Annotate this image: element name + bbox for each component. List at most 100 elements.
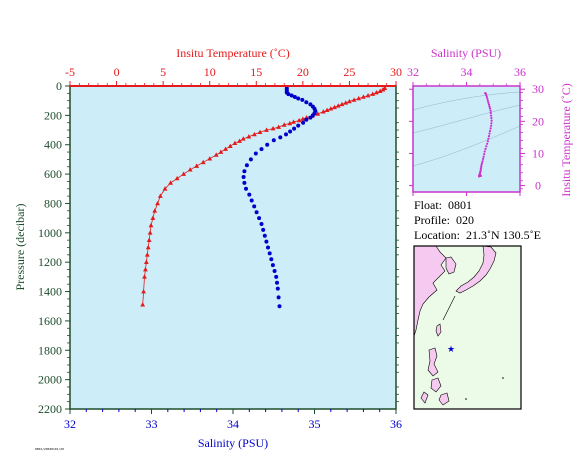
salinity-tick-label: 36 [390,417,402,431]
temperature-tick-label: 25 [343,65,355,79]
map-land-china [413,245,447,337]
location-map: ★ [413,245,522,410]
ts-point [483,150,486,153]
salinity-axis-title: Salinity (PSU) [198,436,268,450]
float-value: 0801 [448,198,473,212]
ts-diagram-background [413,86,520,192]
ts-salinity-tick-label: 32 [407,65,419,79]
salinity-point [288,129,293,134]
temperature-point [296,117,302,123]
ts-point [487,135,491,138]
salinity-tick-label: 35 [309,417,321,431]
salinity-point [242,169,247,174]
temperature-tick-label: 30 [390,65,402,79]
pressure-tick-label: 2000 [38,373,62,387]
map-island-dot [502,377,504,379]
temperature-point [335,103,341,108]
density-contour-line [412,125,521,167]
ts-point [487,101,490,104]
ts-salinity-tick-label: 36 [514,65,526,79]
temperature-point [143,266,148,272]
temperature-tick-label: 5 [160,65,166,79]
ts-salinity-tick-label: 34 [461,65,473,79]
density-contour-line [412,91,521,111]
profile-plot: 0200400600800100012001400160018002000220… [13,46,402,450]
ts-point [482,157,485,160]
pressure-tick-label: 200 [44,108,62,122]
temperature-point [339,101,345,107]
ts-point [488,105,491,108]
temperature-point [141,288,146,294]
profile-label: Profile: [414,213,450,227]
temperature-point [347,98,352,104]
temperature-point [207,156,213,161]
temperature-point [240,136,246,141]
pressure-tick-label: 0 [56,79,62,93]
temperature-point [380,87,386,92]
ts-point [482,155,485,158]
location-value: 21.3˚N 130.5˚E [465,228,541,242]
ts-temperature-tick-label: 10 [532,146,544,160]
temperature-point [142,274,147,279]
temperature-point [223,146,228,151]
pressure-axis-title: Pressure (decibar) [13,204,27,291]
temperature-point [145,244,151,250]
ts-point [490,122,493,125]
ts-point [486,99,489,102]
profile-info: Profile: 020 [414,213,474,228]
ts-point [480,162,484,165]
salinity-point [304,100,309,105]
float-label: Float: [414,198,443,212]
temperature-point [147,230,153,235]
map-land-japan [455,245,497,294]
salinity-point [275,286,280,291]
salinity-point [296,96,301,101]
temperature-point [218,149,224,154]
ts-point [484,147,487,151]
salinity-point [272,269,277,273]
profile-value: 020 [456,213,474,227]
temperature-point [232,140,238,146]
salinity-point [259,147,264,152]
temperature-point [150,215,156,220]
temperature-point [168,180,173,185]
temperature-point [200,159,206,165]
temperature-point [377,88,383,93]
temperature-point [227,143,233,148]
salinity-point [301,120,306,125]
ts-temperature-tick-label: 30 [532,82,544,96]
temperature-point [365,92,371,98]
temperature-tick-label: 0 [114,65,120,79]
salinity-tick-label: 34 [227,417,239,431]
ts-point [485,145,488,148]
ts-point [489,111,492,115]
temperature-point [155,200,160,206]
temperature-point [143,259,149,264]
temperature-tick-label: 20 [297,65,309,79]
ts-point [483,153,486,156]
temperature-point [146,237,152,242]
temperature-point [140,302,146,307]
temperature-point [252,131,257,137]
pressure-tick-label: 400 [44,138,62,152]
salinity-point [277,304,282,309]
profile-plot-background [70,86,396,409]
salinity-point [248,157,253,162]
temperature-point [246,134,252,139]
salinity-point [289,93,294,98]
salinity-point [254,210,259,215]
location-info: Location: 21.3˚N 130.5˚E [414,228,541,243]
temperature-point [157,193,163,198]
salinity-point [292,126,297,131]
ts-point [488,132,491,135]
salinity-point [275,280,279,285]
temperature-point [356,95,362,101]
temperature-tick-label: 10 [204,65,216,79]
salinity-point [265,142,270,147]
temperature-point [332,104,337,110]
pressure-tick-label: 1800 [38,343,62,357]
temperature-point [264,127,269,132]
temperature-point [287,120,293,126]
temperature-point [144,252,150,257]
salinity-point [296,123,301,128]
